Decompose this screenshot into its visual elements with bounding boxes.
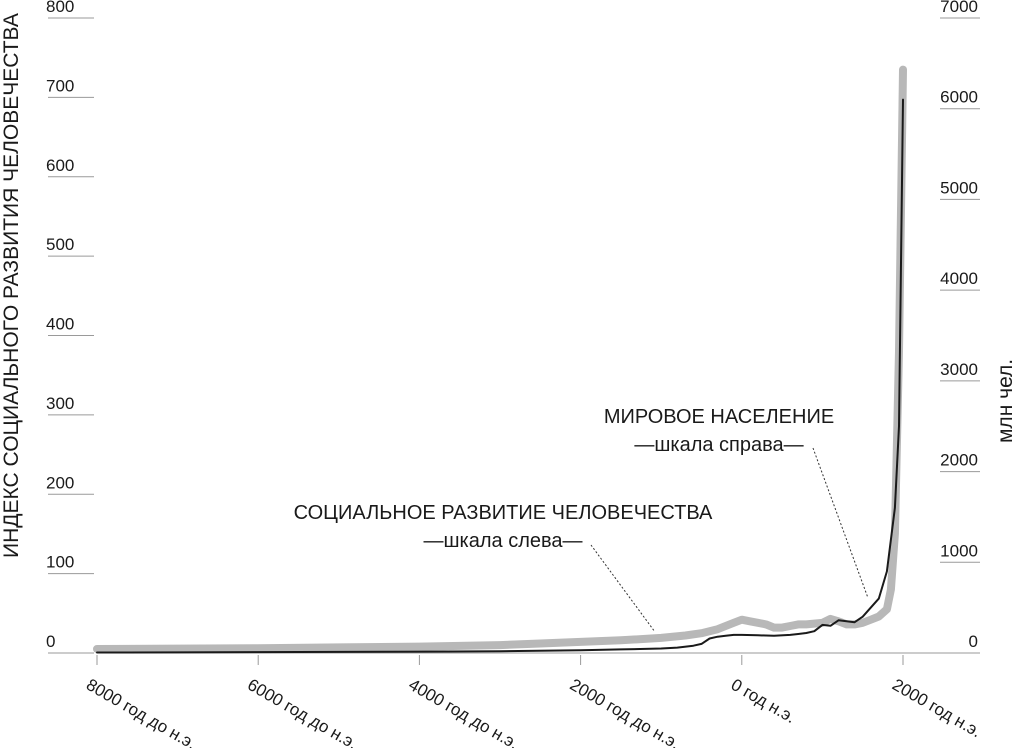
- right-axis-ticks: 0 1000 2000 3000 4000 5000 6000 7000: [940, 0, 978, 651]
- left-tick-label: 700: [46, 76, 74, 95]
- x-tick-label: 8000 год до н.э.: [83, 675, 200, 748]
- x-tick-label: 6000 год до н.э.: [244, 675, 361, 748]
- right-tick-label: 2000: [940, 451, 978, 470]
- series-line-social-development: [93, 65, 907, 653]
- series-scale-note-population: —шкала справа—: [634, 434, 803, 456]
- x-tick-label: 2000 год до н.э.: [567, 675, 684, 748]
- right-tick-label: 3000: [940, 360, 978, 379]
- right-tick-label: 4000: [940, 269, 978, 288]
- left-tick-label: 600: [46, 156, 74, 175]
- right-tick-label: 6000: [940, 88, 978, 107]
- leader-line-population: [812, 447, 869, 599]
- left-tick-label: 500: [46, 235, 74, 254]
- left-tick-label: 0: [46, 632, 55, 651]
- right-tick-label: 1000: [940, 541, 978, 560]
- x-tick-label: 4000 год до н.э.: [405, 675, 522, 748]
- left-tick-label: 300: [46, 394, 74, 413]
- x-tick-label: 0 год н.э.: [728, 675, 799, 727]
- left-tick-label: 100: [46, 553, 74, 572]
- grid: [48, 17, 980, 665]
- right-axis-title: млн чел.: [994, 359, 1017, 443]
- left-axis-title: ИНДЕКС СОЦИАЛЬНОГО РАЗВИТИЯ ЧЕЛОВЕЧЕСТВА: [0, 13, 23, 558]
- right-tick-label: 7000: [940, 0, 978, 16]
- left-tick-label: 800: [46, 0, 74, 16]
- series-label-social-development: СОЦИАЛЬНОЕ РАЗВИТИЕ ЧЕЛОВЕЧЕСТВА: [294, 502, 713, 524]
- series-scale-note-social: —шкала слева—: [423, 530, 582, 552]
- x-axis-ticks: 8000 год до н.э. 6000 год до н.э. 4000 год…: [83, 675, 985, 748]
- right-tick-label: 5000: [940, 178, 978, 197]
- series-line-world-population: [96, 98, 904, 654]
- series-label-world-population: МИРОВОЕ НАСЕЛЕНИЕ: [604, 406, 834, 428]
- left-axis-ticks: 0 100 200 300 400 500 600 700 800: [46, 0, 74, 651]
- left-tick-label: 200: [46, 473, 74, 492]
- x-tick-label: 2000 год н.э.: [889, 675, 985, 741]
- left-tick-label: 400: [46, 315, 74, 334]
- leader-line-social: [590, 544, 656, 633]
- right-tick-label: 0: [969, 632, 978, 651]
